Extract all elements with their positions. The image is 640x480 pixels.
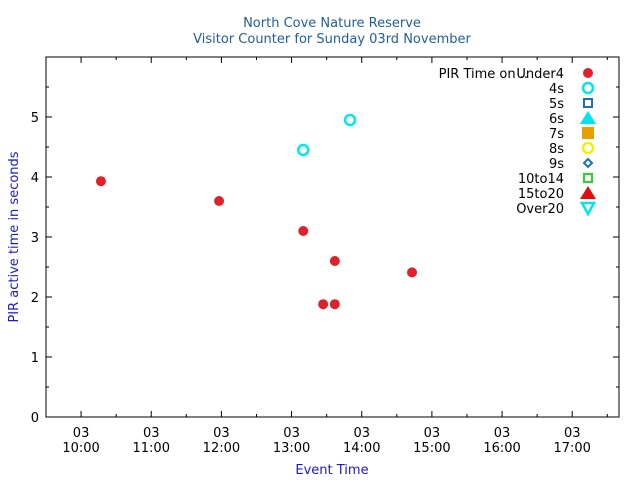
y-tick-label: 1 <box>31 351 39 366</box>
x-tick-time: 16:00 <box>483 441 520 456</box>
legend-label: 4s <box>549 82 564 97</box>
y-axis-label: PIR active time in seconds <box>7 151 22 322</box>
legend-label: 8s <box>549 142 564 157</box>
legend-label: 10to14 <box>518 172 564 187</box>
legend-label: Under4 <box>516 67 564 82</box>
legend-marker-under4 <box>583 68 593 78</box>
x-tick-time: 15:00 <box>413 441 450 456</box>
x-tick-date: 03 <box>283 426 300 441</box>
x-tick-date: 03 <box>213 426 230 441</box>
point-under4 <box>318 299 329 310</box>
y-tick-label: 0 <box>31 411 39 426</box>
y-axis: 0 1 2 3 4 5 <box>31 86 619 426</box>
x-tick-time: 12:00 <box>203 441 240 456</box>
x-tick-date: 03 <box>143 426 160 441</box>
x-tick-date: 03 <box>353 426 370 441</box>
chart-title: North Cove Nature Reserve <box>243 16 421 31</box>
x-tick-date: 03 <box>494 426 511 441</box>
x-tick-time: 13:00 <box>273 441 310 456</box>
point-under4 <box>407 267 418 278</box>
legend-marker-6s <box>580 111 596 124</box>
x-axis: 0310:000311:000312:000313:000314:000315:… <box>62 57 608 456</box>
point-under4 <box>329 256 340 266</box>
point-under4 <box>329 299 340 310</box>
legend-marker-over20 <box>579 201 597 217</box>
point-under4 <box>298 226 309 236</box>
point-under4 <box>214 196 225 206</box>
point-under4 <box>95 176 106 187</box>
y-tick-label: 2 <box>31 291 39 306</box>
legend-marker-7s <box>582 127 594 139</box>
legend-marker-8s <box>581 141 595 155</box>
x-tick-time: 17:00 <box>553 441 590 456</box>
legend-marker-10to14 <box>583 173 593 183</box>
point-4s <box>343 113 357 127</box>
legend-label: Over20 <box>516 202 564 217</box>
x-tick-time: 14:00 <box>343 441 380 456</box>
point-4s <box>297 143 310 157</box>
x-axis-label: Event Time <box>295 463 368 478</box>
data-points <box>95 113 418 310</box>
legend-label: 7s <box>549 127 564 142</box>
legend-label: 15to20 <box>518 187 564 202</box>
x-tick-time: 11:00 <box>133 441 170 456</box>
y-tick-label: 3 <box>31 231 39 246</box>
legend-label: 5s <box>549 97 564 112</box>
x-tick-date: 03 <box>564 426 581 441</box>
y-tick-label: 5 <box>31 111 39 126</box>
legend-title: PIR Time on .. <box>439 67 528 82</box>
chart-subtitle: Visitor Counter for Sunday 03rd November <box>193 32 471 47</box>
x-tick-date: 03 <box>424 426 441 441</box>
legend-marker-5s <box>583 98 593 108</box>
x-tick-time: 10:00 <box>62 441 99 456</box>
legend-marker-4s <box>581 81 595 95</box>
legend-label: 9s <box>549 157 564 172</box>
legend-marker-9s <box>582 157 594 169</box>
plot-frame <box>45 56 620 418</box>
legend-marker-15to20 <box>580 186 596 199</box>
x-tick-date: 03 <box>73 426 90 441</box>
legend-label: 6s <box>549 112 564 127</box>
y-tick-label: 4 <box>31 171 39 186</box>
